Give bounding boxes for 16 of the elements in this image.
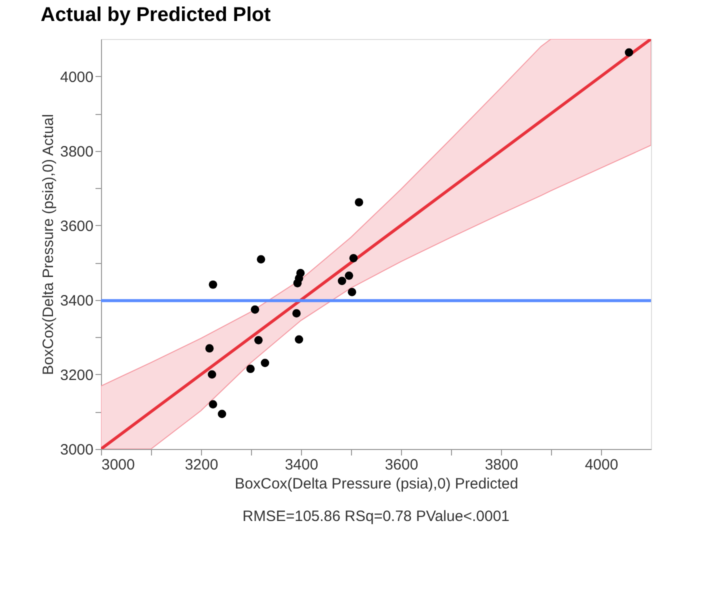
y-tick-label: 3200 [60,366,94,384]
x-tick-label: 4000 [584,456,618,474]
y-tick-label: 3400 [60,292,94,310]
y-tick-label: 3800 [60,143,94,160]
y-tick-label: 3600 [60,218,94,235]
y-tick-label: 4000 [60,68,94,86]
x-tick-label: 3800 [484,456,518,474]
x-tick-label: 3600 [384,456,418,474]
y-axis-title: BoxCox(Delta Pressure (psia),0) Actual [40,114,58,375]
x-tick-label: 3400 [284,456,318,474]
y-tick-label: 3000 [60,442,94,458]
x-axis-title: BoxCox(Delta Pressure (psia),0) Predicted [234,476,518,492]
x-tick-label: 3000 [102,456,135,474]
chart-title: Actual by Predicted Plot [40,4,272,26]
text: RMSE=105.86 RSq=0.78 PValue<.0001 [242,508,510,525]
x-tick-label: 3200 [184,456,218,474]
